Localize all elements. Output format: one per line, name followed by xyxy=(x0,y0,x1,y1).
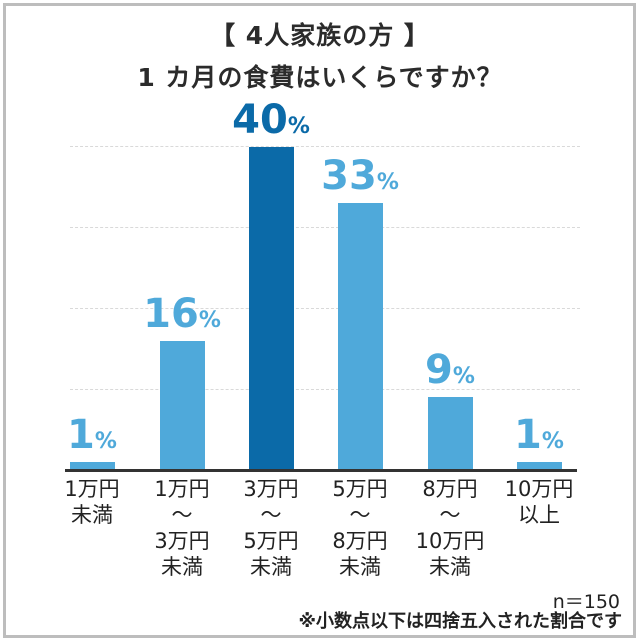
bar-value-percent: % xyxy=(452,364,475,389)
bar-value-number: 16 xyxy=(143,291,199,337)
bar xyxy=(160,341,205,470)
chart-frame xyxy=(3,3,636,638)
bar-value-label: 40% xyxy=(211,97,331,143)
bar-value-percent: % xyxy=(94,429,117,454)
bar xyxy=(428,397,473,470)
bar-value-label: 9% xyxy=(390,347,510,393)
bar-value-percent: % xyxy=(287,114,310,139)
bar-value-label: 16% xyxy=(122,291,242,337)
bar xyxy=(249,147,294,470)
chart-title-line1: 【 4人家族の方 】 xyxy=(210,21,430,50)
bar-value-number: 9 xyxy=(425,347,453,393)
category-label: 1万円 未満 xyxy=(64,477,120,527)
category-label: 1万円 〜 3万円 未満 xyxy=(154,477,210,579)
bar-value-label: 33% xyxy=(300,153,420,199)
bar-value-percent: % xyxy=(198,308,221,333)
x-axis-line xyxy=(65,469,577,472)
gridline xyxy=(70,227,580,228)
bar xyxy=(70,462,115,470)
sample-size: n＝150 xyxy=(552,591,620,613)
category-label: 10万円 以上 xyxy=(504,477,574,527)
bar-value-percent: % xyxy=(376,170,399,195)
category-label: 8万円 〜 10万円 未満 xyxy=(415,477,485,579)
bar xyxy=(338,203,383,470)
gridline xyxy=(70,308,580,309)
category-label: 3万円 〜 5万円 未満 xyxy=(243,477,299,579)
gridline xyxy=(70,146,580,147)
bar-value-number: 1 xyxy=(514,412,542,458)
bar-value-percent: % xyxy=(541,429,564,454)
bar-value-label: 1% xyxy=(479,412,599,458)
bar-value-number: 1 xyxy=(67,412,95,458)
bar xyxy=(517,462,562,470)
chart-title-line2: 1 カ月の食費はいくらですか？ xyxy=(137,63,503,92)
gridline xyxy=(70,389,580,390)
bar-value-number: 40 xyxy=(232,97,288,143)
bar-value-label: 1% xyxy=(32,412,152,458)
rounding-note: ※小数点以下は四捨五入された割合です xyxy=(298,611,623,632)
category-label: 5万円 〜 8万円 未満 xyxy=(332,477,388,579)
bar-value-number: 33 xyxy=(321,153,377,199)
